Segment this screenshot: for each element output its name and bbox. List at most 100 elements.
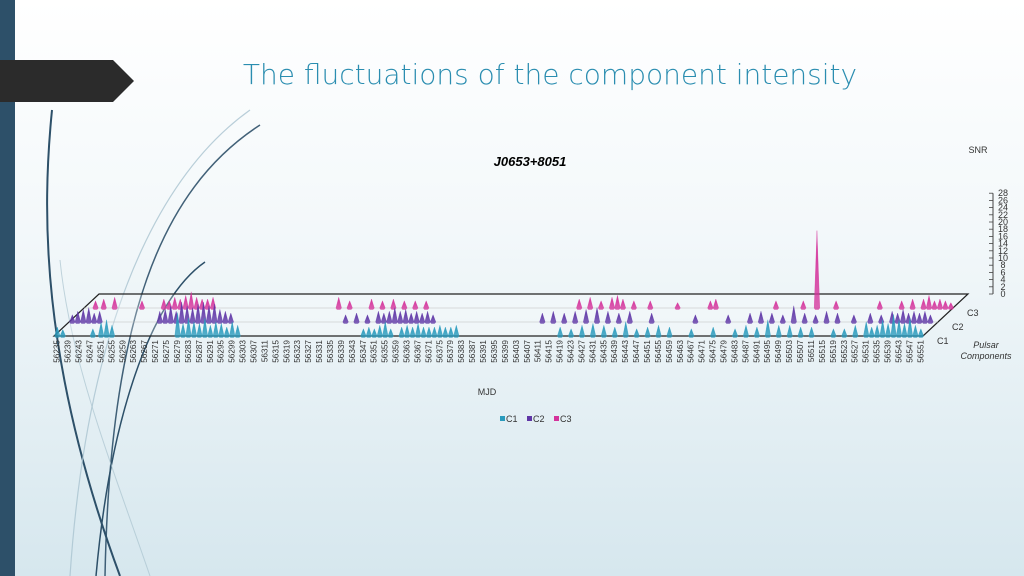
spike-c1 [185,317,192,338]
spike-c1 [191,321,197,338]
spike-c2 [561,312,568,324]
spike-c1 [786,324,793,338]
mjd-tick-label: 56311 [260,340,269,363]
mjd-tick-label: 56499 [774,340,783,363]
spike-c2 [402,309,409,324]
spike-c2 [850,314,857,324]
mjd-tick-label: 56491 [752,340,761,363]
spike-c1 [906,317,913,338]
spike-c1 [753,326,760,338]
spike-c1 [732,328,739,338]
mjd-tick-label: 56551 [916,340,925,363]
mjd-tick-label: 56263 [129,340,138,363]
mjd-tick-label: 56543 [894,340,903,363]
series-c2 [69,302,934,324]
spike-c1 [201,317,208,338]
spike-c2 [397,310,404,324]
spike-c1 [404,324,411,338]
spike-c1 [229,321,236,338]
spike-c3 [401,300,408,310]
mjd-tick-label: 56351 [370,340,379,363]
series-c1 [54,312,924,338]
mjd-tick-label: 56479 [720,340,729,363]
spike-c1 [376,324,383,338]
spike-c1 [234,324,241,338]
spike-c2 [216,309,223,324]
spike-c1 [174,312,181,338]
spike-c2 [386,310,393,324]
spike-c2 [364,314,371,324]
spike-c2 [801,312,808,324]
spike-c3 [92,300,99,310]
spike-c1 [808,326,815,338]
snr-tick-label: 20 [998,217,1008,227]
spike-c2 [69,314,76,324]
mjd-tick-label: 56383 [457,340,466,363]
spike-c3 [619,298,626,310]
spike-c1 [180,323,186,338]
spike-c1 [830,328,837,338]
snr-tick-label: 4 [1000,275,1005,285]
mjd-tick-label: 56375 [435,340,444,363]
snr-tick-label: 0 [1000,289,1005,299]
snr-tick-label: 28 [998,188,1008,198]
spike-c2 [812,314,819,324]
mjd-tick-label: 56319 [282,340,291,363]
mjd-tick-label: 56535 [873,340,882,363]
spike-c2 [189,307,196,324]
legend-swatch [527,416,532,421]
mjd-tick-label: 56335 [326,340,335,363]
spike-c3 [947,302,954,310]
spike-c1 [666,326,673,338]
spike-c1 [743,324,749,338]
mjd-tick-label: 56239 [64,340,73,363]
spike-c2 [768,312,775,324]
mjd-tick-label: 56507 [796,340,805,363]
spike-c1 [896,319,902,338]
spike-c1 [426,326,432,338]
depth-label-c1: C1 [937,336,949,346]
spike-c2 [222,310,229,324]
spike-c1 [622,321,629,338]
spike-c2 [747,312,754,324]
spike-c2 [227,312,234,324]
spike-c2 [195,303,201,324]
spike-c1 [360,328,367,338]
spike-c2 [583,309,590,324]
spike-c1 [218,323,225,338]
spike-c1 [557,326,564,338]
spike-c1 [431,326,438,338]
mjd-tick-label: 56251 [96,340,105,363]
spike-c1 [409,326,416,338]
mjd-tick-label: 56255 [107,340,116,363]
spike-c3 [647,300,654,310]
snr-tick-label: 22 [998,210,1008,220]
spike-c2 [342,314,349,324]
spike-c3 [920,298,927,310]
spike-c2 [779,314,786,324]
spike-c3 [412,300,419,310]
spike-c3 [100,298,107,310]
spike-c1 [688,328,695,338]
mjd-tick-label: 56495 [763,340,772,363]
spike-c1 [109,324,115,338]
spike-c2 [911,310,917,324]
spike-c1 [885,323,892,338]
legend-entry-c2: C2 [527,414,545,424]
spike-c2 [413,310,420,324]
mjd-tick-label: 56431 [588,340,597,363]
mjd-tick-label: 56487 [741,340,750,363]
mjd-tick-label: 56287 [195,340,204,363]
series-layer [54,230,954,338]
spike-c2 [604,310,611,324]
spike-c2 [96,310,103,324]
mjd-tick-label: 56419 [556,340,565,363]
spike-c3 [707,300,714,310]
spike-c2 [615,312,622,324]
spike-c1 [863,321,870,338]
spike-c3 [111,296,118,310]
mjd-tick-label: 56427 [577,340,586,363]
mjd-tick-label: 56415 [545,340,554,363]
